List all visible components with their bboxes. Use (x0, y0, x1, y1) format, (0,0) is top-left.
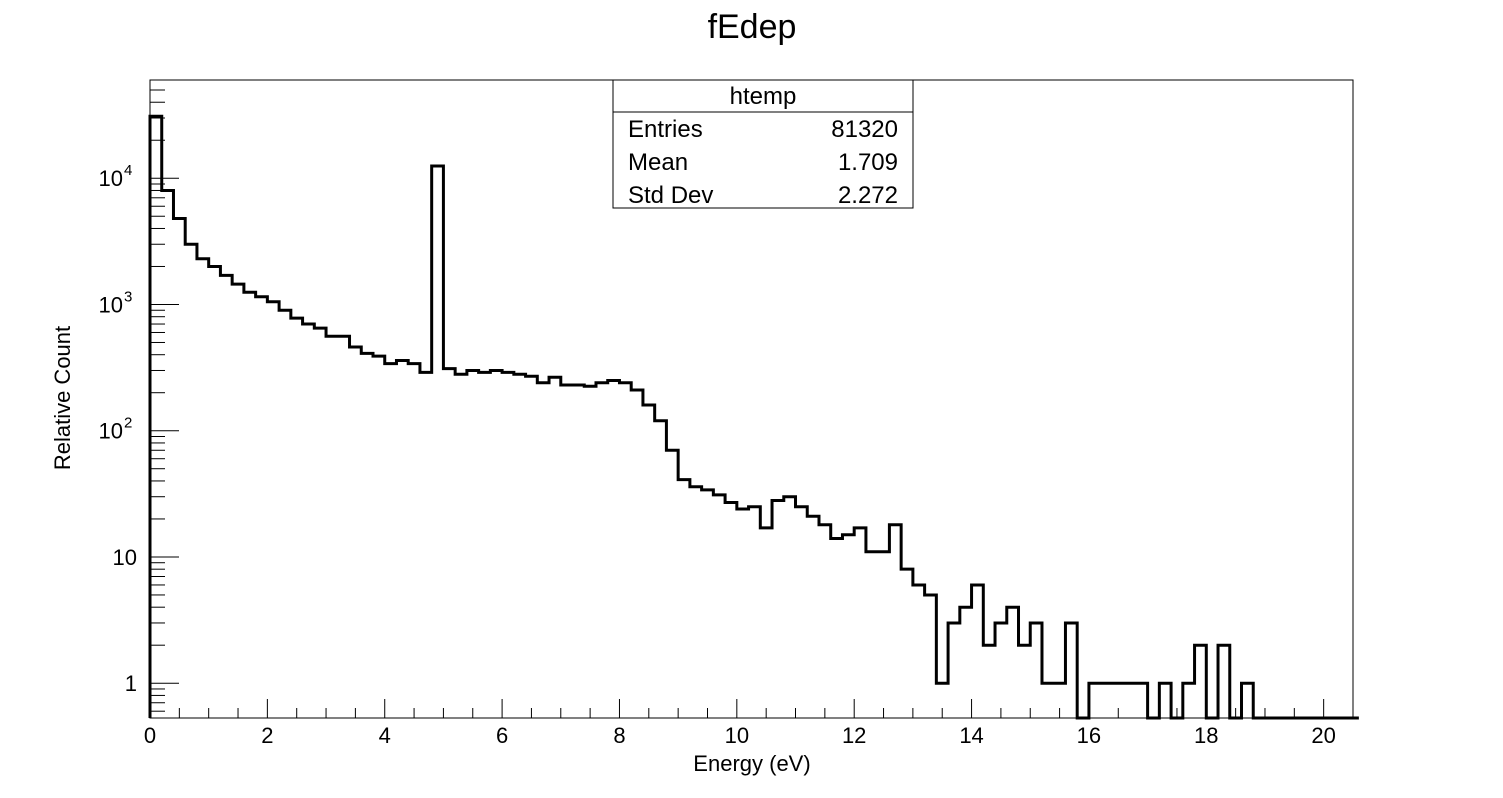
x-tick-labels: 0 2 4 6 8 10 12 14 16 18 20 (144, 723, 1336, 748)
stats-mean-label: Mean (628, 149, 688, 176)
y-tick-label: 10 (99, 419, 123, 444)
y-tick-label: 10 (99, 166, 123, 191)
stats-box-title: htemp (730, 83, 797, 110)
y-tick-label: 1 (125, 671, 137, 696)
x-tick-label: 18 (1194, 723, 1218, 748)
stats-mean-value: 1.709 (838, 149, 898, 176)
y-tick-label: 10 (99, 292, 123, 317)
x-tick-label: 20 (1311, 723, 1335, 748)
stats-box: htemp Entries 81320 Mean 1.709 Std Dev 2… (612, 79, 914, 209)
x-tick-label: 10 (725, 723, 749, 748)
y-tick-exponent: 3 (124, 288, 132, 305)
x-tick-label: 0 (144, 723, 156, 748)
x-axis-label: Energy (eV) (693, 751, 810, 776)
x-tick-label: 8 (613, 723, 625, 748)
histogram-line (148, 114, 1359, 720)
y-tick-exponent: 4 (124, 162, 132, 179)
stats-entries-label: Entries (628, 116, 703, 143)
y-tick-label: 10 (113, 545, 137, 570)
x-tick-label: 4 (379, 723, 391, 748)
x-tick-label: 12 (842, 723, 866, 748)
x-tick-label: 6 (496, 723, 508, 748)
stats-entries-value: 81320 (831, 116, 898, 143)
stats-stddev-value: 2.272 (838, 182, 898, 209)
stats-stddev-label: Std Dev (628, 182, 713, 209)
y-tick-exponent: 2 (124, 415, 132, 432)
x-tick-label: 14 (959, 723, 983, 748)
x-tick-label: 2 (261, 723, 273, 748)
x-tick-label: 16 (1077, 723, 1101, 748)
chart-title: fEdep (708, 8, 797, 46)
y-axis-label: Relative Count (50, 326, 75, 470)
